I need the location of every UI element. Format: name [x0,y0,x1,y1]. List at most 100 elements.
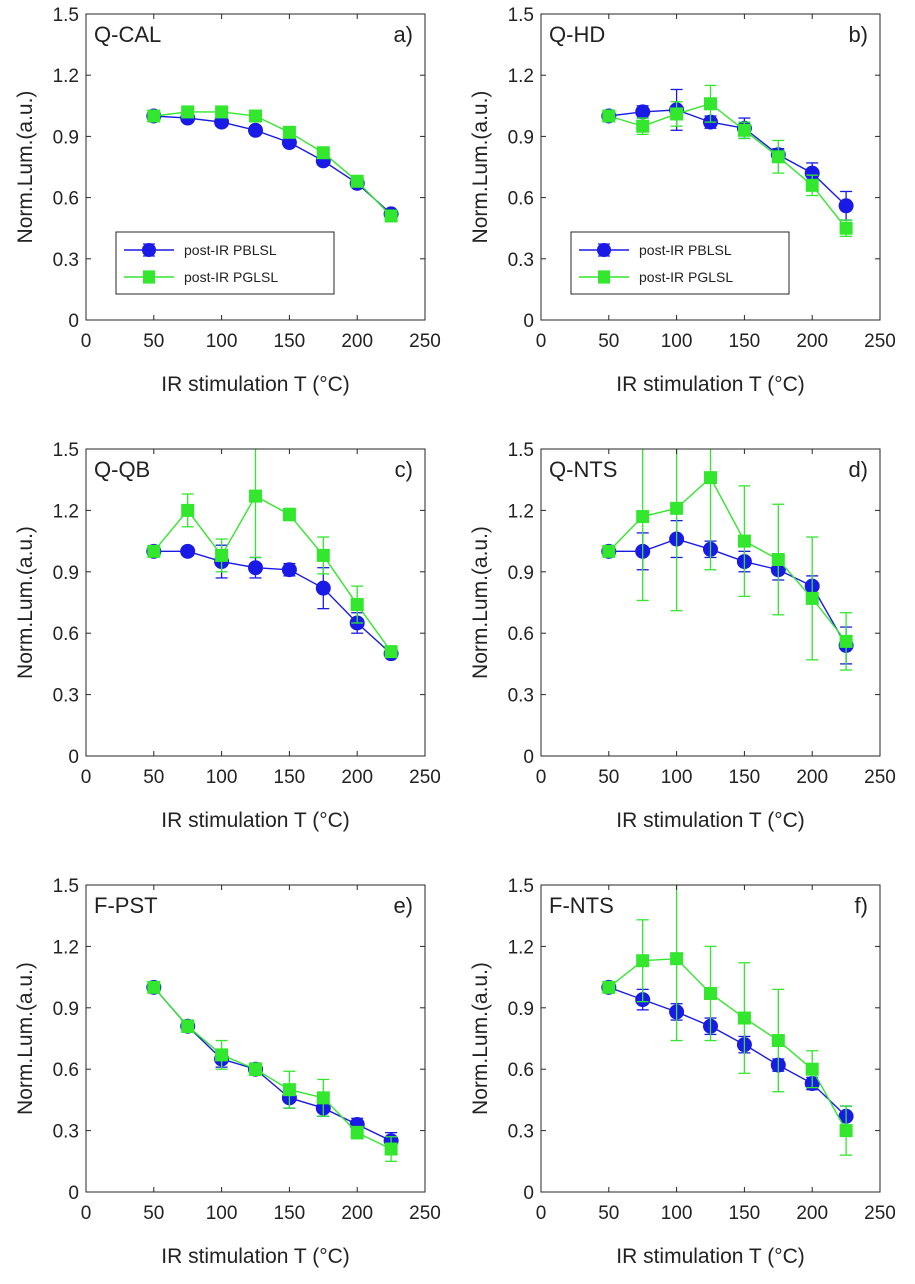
axes-frame [85,884,426,1193]
data-point-square [181,1019,195,1033]
y-tick-label: 0.6 [508,189,534,210]
series-pglsl [602,84,853,238]
panel-letter: c) [395,457,413,482]
data-point-circle [248,560,263,576]
axes-frame [85,13,426,321]
data-point-square [602,544,616,558]
chart-panel-5: 0 50 100 150 200 250 0 0.3 0.6 0.9 1.2 1.5 IR stimul… [14,876,441,1268]
legend-marker-square [143,271,155,283]
data-point-square [181,105,195,119]
data-point-square [805,591,819,605]
legend-marker-square [598,271,610,283]
y-tick-label: 0.9 [53,563,79,584]
data-point-square [839,634,853,648]
x-tick-label: 50 [598,331,619,352]
data-point-square [704,97,717,111]
x-tick-label: 200 [341,767,373,788]
data-point-square [670,952,684,966]
legend: post-IR PBLSL post-IR PGLSL [115,231,335,295]
y-tick-label: 0.6 [508,1060,534,1081]
y-tick-label: 0.9 [53,999,79,1020]
x-tick-label: 250 [864,331,896,352]
x-tick-label: 50 [598,1203,619,1224]
data-point-square [704,471,717,485]
x-tick-label: 250 [409,331,441,352]
y-axis-label: Norm.Lum.(a.u.) [14,91,37,244]
y-tick-label: 0.3 [53,1122,79,1143]
chart-panel-6: 0 50 100 150 200 250 0 0.3 0.6 0.9 1.2 1.5 IR stimul… [469,876,896,1268]
data-point-square [316,1091,330,1105]
data-point-square [350,174,364,188]
y-tick-label: 1.2 [508,937,534,958]
legend-box [570,231,790,295]
data-point-square [805,1062,819,1076]
y-tick-label: 1.2 [53,937,79,958]
x-tick-label: 200 [796,331,828,352]
y-tick-label: 0.6 [53,624,79,645]
data-point-square [282,125,296,139]
y-tick-label: 0.3 [508,686,534,707]
legend-label: post-IR PGLSL [639,269,733,285]
data-point-square [350,598,364,612]
data-point-square [147,544,161,558]
data-point-circle [315,580,331,596]
data-point-square [704,986,717,1000]
series-pglsl [602,885,853,1156]
data-point-square [737,1011,751,1025]
y-tick-label: 1.2 [53,501,79,522]
x-tick-label: 0 [536,331,547,352]
x-tick-label: 250 [409,1203,441,1224]
y-tick-label: 0.3 [508,1122,534,1143]
panel-title: Q-QB [94,457,150,482]
y-axis-label: Norm.Lum.(a.u.) [469,962,492,1115]
series-pglsl [147,449,398,659]
x-tick-label: 200 [796,767,828,788]
data-point-square [771,553,785,567]
y-tick-label: 0.9 [53,127,79,148]
data-point-square [282,1083,296,1097]
panel-letter: b) [848,22,868,47]
data-point-square [670,107,684,121]
y-tick-label: 1.5 [508,5,534,26]
data-point-square [215,105,229,119]
y-tick-label: 1.5 [508,876,534,897]
data-point-square [249,109,262,123]
panel-title: Q-HD [549,22,605,47]
data-point-square [384,645,398,659]
legend-label: post-IR PBLSL [639,242,732,258]
panel-letter: e) [393,893,413,918]
x-axis-label: IR stimulation T (°C) [616,809,805,832]
data-point-circle [180,543,196,559]
chart-panel-3: 0 50 100 150 200 250 0 0.3 0.6 0.9 1.2 1.5 IR stimul… [14,440,441,832]
legend-label: post-IR PBLSL [184,242,277,258]
y-tick-label: 1.5 [53,440,79,461]
legend-item: post-IR PBLSL [124,242,277,258]
data-point-square [737,123,751,137]
y-tick-label: 0.3 [53,250,79,271]
panel-letter: a) [393,22,413,47]
axes-frame [540,13,881,321]
data-point-square [636,510,650,524]
x-tick-label: 100 [661,767,693,788]
x-tick-label: 150 [729,331,761,352]
y-tick-label: 1.2 [508,501,534,522]
data-point-square [839,221,853,235]
data-point-square [249,1062,262,1076]
y-tick-label: 0 [523,747,534,768]
x-tick-label: 250 [409,767,441,788]
data-point-square [249,489,262,503]
x-tick-label: 100 [206,1203,238,1224]
panel-title: F-PST [94,893,158,918]
data-point-square [636,119,650,133]
series-line [153,495,392,653]
x-tick-label: 150 [729,1203,761,1224]
legend-item: post-IR PBLSL [579,242,732,258]
legend: post-IR PBLSL post-IR PGLSL [570,231,790,295]
y-tick-label: 0 [68,1183,79,1204]
data-point-square [737,534,751,548]
x-tick-label: 50 [143,767,164,788]
chart-panel-4: 0 50 100 150 200 250 0 0.3 0.6 0.9 1.2 1.5 IR stimul… [469,440,896,832]
x-tick-label: 0 [81,767,92,788]
legend-label: post-IR PGLSL [184,269,278,285]
